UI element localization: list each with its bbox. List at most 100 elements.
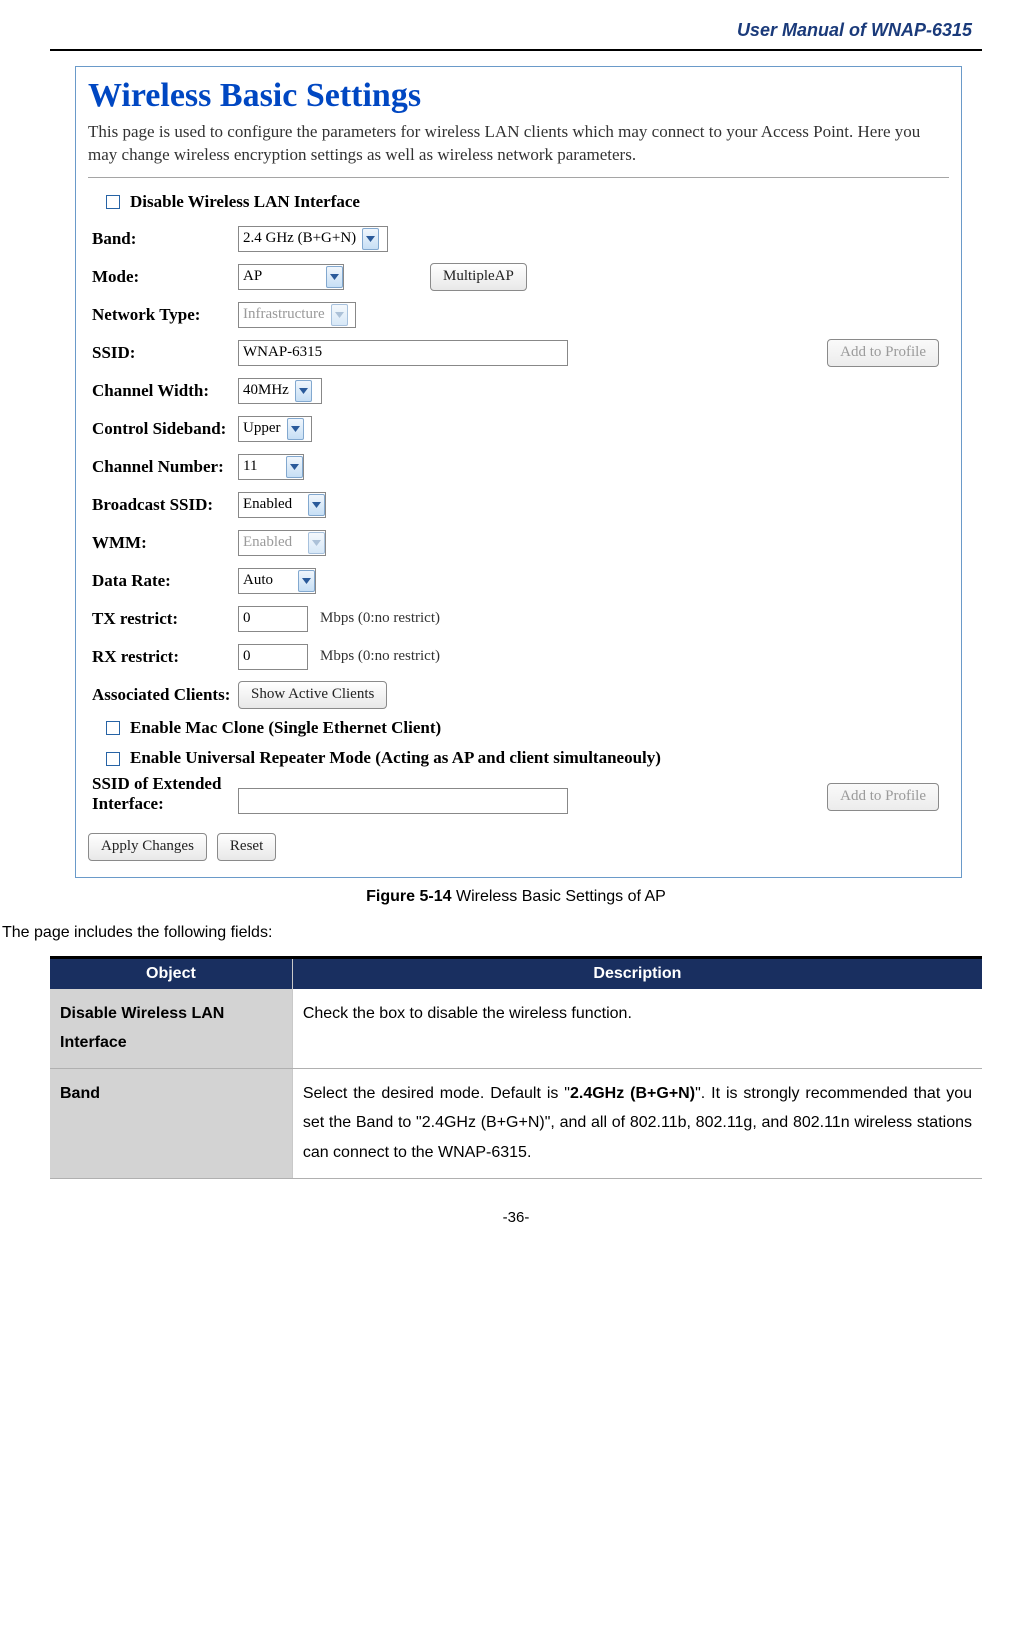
network-type-label: Network Type: (88, 306, 238, 325)
show-active-clients-button[interactable]: Show Active Clients (238, 681, 387, 709)
chevron-down-icon (362, 228, 379, 250)
ext-ssid-input[interactable] (238, 788, 568, 814)
wmm-label: WMM: (88, 534, 238, 553)
data-rate-select[interactable]: Auto (238, 568, 316, 594)
band-label: Band: (88, 230, 238, 249)
reset-button[interactable]: Reset (217, 833, 276, 861)
control-sideband-select[interactable]: Upper (238, 416, 312, 442)
band-value: 2.4 GHz (B+G+N) (243, 230, 360, 247)
channel-width-value: 40MHz (243, 382, 293, 399)
rx-restrict-label: RX restrict: (88, 648, 238, 667)
mac-clone-checkbox[interactable] (106, 721, 120, 735)
table-row: BandSelect the desired mode. Default is … (50, 1068, 982, 1178)
rx-restrict-row: RX restrict: 0 Mbps (0:no restrict) (88, 640, 949, 674)
add-to-profile-button-2: Add to Profile (827, 783, 939, 811)
data-rate-row: Data Rate: Auto (88, 564, 949, 598)
figure-caption: Figure 5-14 Wireless Basic Settings of A… (50, 888, 982, 906)
chevron-down-icon (287, 418, 304, 440)
bottom-buttons: Apply Changes Reset (88, 833, 949, 861)
broadcast-ssid-label: Broadcast SSID: (88, 496, 238, 515)
channel-number-select[interactable]: 11 (238, 454, 304, 480)
chevron-down-icon (308, 494, 325, 516)
header-rule (50, 49, 982, 51)
wmm-value: Enabled (243, 534, 296, 551)
rx-restrict-value: 0 (243, 648, 251, 665)
figure-text: Wireless Basic Settings of AP (452, 888, 666, 905)
channel-width-select[interactable]: 40MHz (238, 378, 322, 404)
disable-wlan-label: Disable Wireless LAN Interface (130, 192, 360, 212)
tx-restrict-value: 0 (243, 610, 251, 627)
universal-repeater-row: Enable Universal Repeater Mode (Acting a… (106, 748, 666, 768)
associated-clients-row: Associated Clients: Show Active Clients (88, 678, 949, 712)
universal-repeater-label: Enable Universal Repeater Mode (Acting a… (130, 748, 666, 768)
ssid-label: SSID: (88, 344, 238, 363)
wmm-row: WMM: Enabled (88, 526, 949, 560)
table-description-cell: Select the desired mode. Default is "2.4… (292, 1068, 982, 1178)
tx-restrict-hint: Mbps (0:no restrict) (320, 610, 440, 627)
chevron-down-icon (298, 570, 315, 592)
control-sideband-value: Upper (243, 420, 285, 437)
apply-changes-button[interactable]: Apply Changes (88, 833, 207, 861)
disable-wlan-row: Disable Wireless LAN Interface (106, 192, 949, 212)
ssid-input[interactable]: WNAP-6315 (238, 340, 568, 366)
control-sideband-label: Control Sideband: (88, 420, 238, 439)
disable-wlan-checkbox[interactable] (106, 195, 120, 209)
doc-header: User Manual of WNAP-6315 (50, 20, 982, 49)
universal-repeater-checkbox[interactable] (106, 752, 120, 766)
channel-width-label: Channel Width: (88, 382, 238, 401)
mac-clone-label: Enable Mac Clone (Single Ethernet Client… (130, 718, 441, 738)
mode-label: Mode: (88, 268, 238, 287)
tx-restrict-input[interactable]: 0 (238, 606, 308, 632)
data-rate-label: Data Rate: (88, 572, 238, 591)
figure-label: Figure 5-14 (366, 888, 451, 905)
mode-select[interactable]: AP (238, 264, 344, 290)
rx-restrict-hint: Mbps (0:no restrict) (320, 648, 440, 665)
network-type-select: Infrastructure (238, 302, 356, 328)
wmm-select: Enabled (238, 530, 326, 556)
table-object-cell: Disable Wireless LAN Interface (50, 989, 292, 1069)
band-row: Band: 2.4 GHz (B+G+N) (88, 222, 949, 256)
table-row: Disable Wireless LAN InterfaceCheck the … (50, 989, 982, 1069)
chevron-down-icon (326, 266, 343, 288)
data-rate-value: Auto (243, 572, 277, 589)
table-description-cell: Check the box to disable the wireless fu… (292, 989, 982, 1069)
band-select[interactable]: 2.4 GHz (B+G+N) (238, 226, 388, 252)
channel-number-value: 11 (243, 458, 261, 475)
broadcast-ssid-row: Broadcast SSID: Enabled (88, 488, 949, 522)
table-object-cell: Band (50, 1068, 292, 1178)
chevron-down-icon (331, 304, 348, 326)
network-type-value: Infrastructure (243, 306, 329, 323)
section-intro: The page includes the following fields: (2, 924, 982, 942)
ext-ssid-row: SSID of Extended Interface: Add to Profi… (88, 774, 949, 815)
screenshot-frame: Wireless Basic Settings This page is use… (75, 66, 962, 878)
screenshot-title: Wireless Basic Settings (88, 77, 949, 115)
chevron-down-icon (308, 532, 325, 554)
form-area: Disable Wireless LAN Interface Band: 2.4… (88, 192, 949, 861)
multiple-ap-button[interactable]: MultipleAP (430, 263, 527, 291)
table-header-description: Description (292, 957, 982, 989)
add-to-profile-button: Add to Profile (827, 339, 939, 367)
control-sideband-row: Control Sideband: Upper (88, 412, 949, 446)
ssid-row: SSID: WNAP-6315 Add to Profile (88, 336, 949, 370)
ext-ssid-label: SSID of Extended Interface: (88, 774, 238, 815)
network-type-row: Network Type: Infrastructure (88, 298, 949, 332)
mode-value: AP (243, 268, 266, 285)
channel-number-label: Channel Number: (88, 458, 238, 477)
associated-clients-label: Associated Clients: (88, 686, 238, 705)
description-table: Object Description Disable Wireless LAN … (50, 956, 982, 1179)
broadcast-ssid-select[interactable]: Enabled (238, 492, 326, 518)
tx-restrict-row: TX restrict: 0 Mbps (0:no restrict) (88, 602, 949, 636)
chevron-down-icon (295, 380, 312, 402)
chevron-down-icon (286, 456, 303, 478)
channel-width-row: Channel Width: 40MHz (88, 374, 949, 408)
rx-restrict-input[interactable]: 0 (238, 644, 308, 670)
mode-row: Mode: AP MultipleAP (88, 260, 949, 294)
screenshot-divider (88, 177, 949, 178)
screenshot-description: This page is used to configure the param… (88, 121, 949, 167)
page-number: -36- (50, 1209, 982, 1226)
ssid-value: WNAP-6315 (243, 344, 322, 361)
channel-number-row: Channel Number: 11 (88, 450, 949, 484)
mac-clone-row: Enable Mac Clone (Single Ethernet Client… (106, 718, 949, 738)
broadcast-ssid-value: Enabled (243, 496, 296, 513)
table-header-object: Object (50, 957, 292, 989)
